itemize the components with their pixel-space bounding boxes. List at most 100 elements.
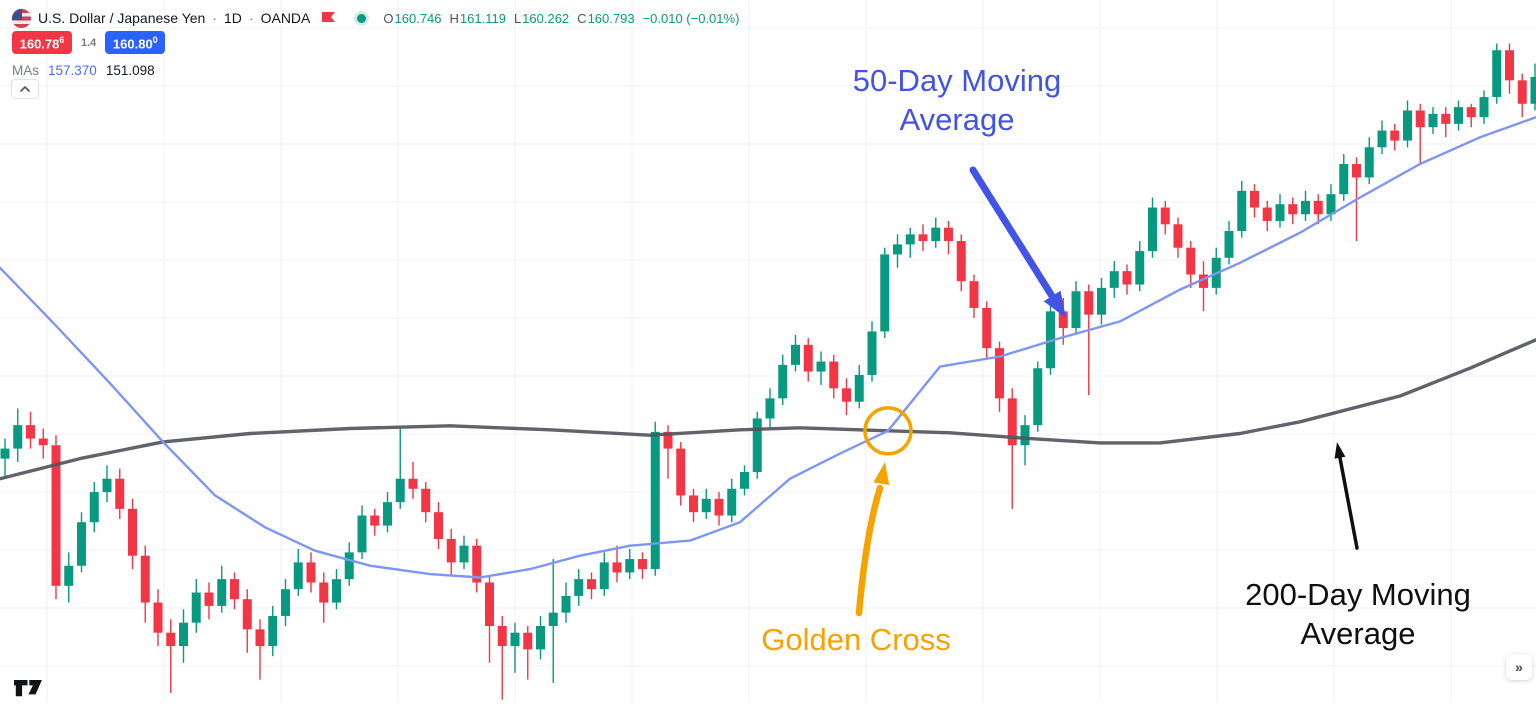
double-chevron-right-icon: » (1515, 659, 1523, 675)
candle-body (842, 388, 851, 401)
close-label: C (577, 11, 586, 26)
candle-body (651, 432, 660, 569)
candle-body (1, 449, 10, 459)
candle-body (511, 633, 520, 646)
low-value: 160.262 (522, 11, 569, 26)
candle-body (1505, 50, 1514, 80)
candle-body (906, 234, 915, 244)
candle-body (778, 365, 787, 398)
moving-averages-readout: MAs 157.370 151.098 (12, 63, 155, 78)
candle-body (192, 593, 201, 623)
candle-body (256, 629, 265, 646)
candle-body (740, 472, 749, 489)
candle-body (536, 626, 545, 649)
ma200-annotation-label[interactable]: 200-Day Moving Average (1208, 575, 1508, 653)
candle-body (64, 566, 73, 586)
expand-panel-button[interactable]: » (1506, 654, 1532, 680)
candle-body (549, 613, 558, 626)
ask-price-badge[interactable]: 160.800 (105, 31, 165, 54)
candle-body (230, 579, 239, 599)
candle-body (625, 559, 634, 572)
candle-body (715, 499, 724, 516)
candle-body (1531, 77, 1536, 104)
candle-body (829, 362, 838, 389)
spread-value: 1.4 (81, 37, 96, 49)
close-value: 160.793 (588, 11, 635, 26)
candle-body (294, 562, 303, 589)
candle-body (1492, 50, 1501, 97)
candle-body (1186, 248, 1195, 275)
candle-body (434, 512, 443, 539)
open-label: O (383, 11, 393, 26)
candle-body (1059, 311, 1068, 328)
candle-body (1148, 208, 1157, 252)
mas-label: MAs (12, 63, 39, 78)
candle-body (1429, 114, 1438, 127)
candle-body (1339, 164, 1348, 194)
title-separator: · (212, 10, 217, 26)
candle-body (1021, 425, 1030, 445)
candle-body (982, 308, 991, 348)
candle-body (141, 556, 150, 603)
candle-body (1110, 271, 1119, 288)
symbol-flag-icon (12, 9, 31, 28)
candle-body (307, 562, 316, 582)
candle-body (574, 579, 583, 596)
ma200-value: 151.098 (106, 63, 155, 78)
golden-cross-annotation-label[interactable]: Golden Cross (686, 620, 1026, 659)
candle-body (880, 254, 889, 331)
candle-body (753, 418, 762, 472)
candle-body (243, 599, 252, 629)
flagged-symbol-icon[interactable] (321, 11, 336, 25)
tradingview-logo[interactable] (14, 680, 47, 704)
collapse-legend-button[interactable] (11, 79, 39, 99)
candle-body (1288, 204, 1297, 214)
candle-body (613, 562, 622, 572)
candle-body (638, 559, 647, 569)
candle-body (1467, 107, 1476, 117)
candle-body (332, 579, 341, 602)
candle-body (855, 375, 864, 402)
ma50-line[interactable] (0, 117, 1536, 577)
candle-body (319, 582, 328, 602)
candle-body (345, 552, 354, 579)
symbol-interval[interactable]: 1D (224, 10, 242, 26)
high-value: 161.119 (460, 11, 506, 26)
candle-body (77, 522, 86, 566)
ma50-annotation-label[interactable]: 50-Day Moving Average (822, 61, 1092, 139)
candle-body (766, 398, 775, 418)
candle-body (1237, 191, 1246, 231)
candle-body (944, 228, 953, 241)
candle-body (1123, 271, 1132, 284)
low-label: L (514, 11, 521, 26)
candle-body (1276, 204, 1285, 221)
bid-price-badge[interactable]: 160.786 (12, 31, 72, 54)
candle-body (868, 331, 877, 375)
candle-body (523, 633, 532, 650)
candle-body (103, 479, 112, 492)
candle-body (1416, 110, 1425, 127)
candle-body (1033, 368, 1042, 425)
candle-body (268, 616, 277, 646)
change-value: −0.010 (−0.01%) (643, 11, 740, 26)
candle-body (931, 228, 940, 241)
candle-body (727, 489, 736, 516)
candle-body (1174, 224, 1183, 247)
candle-body (676, 449, 685, 496)
candle-body (115, 479, 124, 509)
symbol-exchange: OANDA (261, 10, 311, 26)
candle-body (1403, 110, 1412, 140)
candle-body (39, 439, 48, 446)
candle-body (1390, 131, 1399, 141)
symbol-title[interactable]: U.S. Dollar / Japanese Yen (38, 10, 205, 26)
candle-body (447, 539, 456, 562)
candle-body (689, 495, 698, 512)
candle-body (1263, 208, 1272, 221)
ma50-value: 157.370 (48, 63, 97, 78)
candle-body (562, 596, 571, 613)
candle-body (128, 509, 137, 556)
candle-body (370, 516, 379, 526)
candle-body (396, 479, 405, 502)
candle-body (179, 623, 188, 646)
market-status-icon[interactable] (357, 14, 366, 23)
